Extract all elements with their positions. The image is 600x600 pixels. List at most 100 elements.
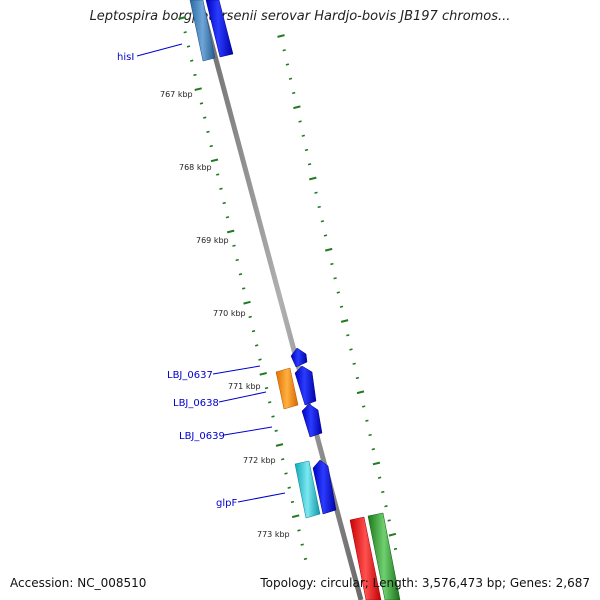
outer-tick-mark [352,362,356,365]
inner-tick-mark [284,472,288,475]
inner-tick-mark [271,415,275,418]
inner-tick-mark [232,244,236,247]
inner-tick-track [178,16,308,561]
outer-tick-mark [330,262,334,266]
inner-tick-mark [216,173,220,176]
inner-tick-mark [226,229,235,234]
inner-tick-mark [189,59,194,62]
outer-tick-mark [298,120,302,123]
outer-tick-mark [277,34,285,38]
gene-hisI-reverse[interactable] [189,0,216,62]
inner-tick-mark [209,144,213,148]
inner-tick-mark [210,158,219,163]
inner-tick-mark [206,130,210,133]
gene-top-forward[interactable] [205,0,234,58]
inner-tick-mark [199,102,204,105]
inner-tick-mark [186,45,191,48]
inner-tick-mark [297,529,301,532]
outer-tick-mark [368,433,372,437]
outer-tick-mark [393,547,398,551]
outer-tick-mark [361,405,366,408]
tick-label-768: 768 kbp [179,163,212,172]
outer-tick-mark [282,49,286,52]
accession-text: Accession: NC_008510 [10,576,147,590]
outer-tick-mark [365,419,369,422]
leader-LBJ_0639 [223,426,273,436]
outer-tick-mark [355,376,360,380]
outer-tick-mark [349,348,353,351]
outer-tick-mark [333,277,337,280]
inner-tick-mark [303,557,308,561]
summary-text: Topology: circular; Length: 3,576,473 bp… [260,576,590,590]
outer-tick-mark [377,476,382,479]
outer-tick-mark [309,176,317,181]
outer-tick-mark [384,505,388,508]
inner-tick-mark [264,386,269,390]
tick-label-767: 767 kbp [160,90,193,99]
outer-tick-mark [320,220,325,223]
tick-label-770: 770 kbp [213,309,246,318]
outer-tick-mark [324,247,333,252]
outer-tick-mark [356,390,365,395]
outer-tick-mark [339,305,344,308]
gene-red-feature[interactable] [349,516,382,600]
gene-label-group: hisI LBJ_0637 LBJ_0638 LBJ_0639 glpF [117,52,237,509]
gene-green-feature[interactable] [367,512,401,600]
outer-tick-mark [340,319,349,323]
inner-tick-mark [300,543,304,546]
gene-label-LBJ_0637[interactable]: LBJ_0637 [167,370,213,381]
inner-tick-mark [194,87,202,91]
outer-tick-mark [388,532,397,537]
outer-tick-mark [346,334,350,337]
inner-tick-mark [248,315,252,319]
outer-tick-mark [314,191,318,194]
gene-label-LBJ_0638[interactable]: LBJ_0638 [173,398,219,409]
inner-tick-mark [243,300,251,305]
outer-tick-track [277,34,398,551]
inner-tick-mark [238,273,243,276]
inner-tick-mark [281,458,285,461]
inner-tick-mark [275,443,284,447]
gene-LBJ_0639[interactable] [301,403,323,438]
gene-glpF-neighbor[interactable] [312,459,337,515]
leader-LBJ_0637 [212,365,261,375]
inner-tick-mark [290,500,295,504]
outer-tick-mark [304,148,309,152]
outer-tick-mark [301,134,305,137]
inner-tick-mark [193,73,197,77]
outer-tick-mark [285,63,290,66]
outer-tick-mark [381,490,385,494]
outer-tick-mark [293,105,301,110]
inner-tick-mark [183,31,187,34]
outer-tick-mark [372,461,381,466]
backbone-line [197,0,364,600]
tick-label-773: 773 kbp [257,530,290,539]
leader-hisI [136,43,183,57]
inner-tick-mark [203,116,207,119]
gene-label-glpF[interactable]: glpF [216,498,237,509]
outer-tick-mark [288,77,293,80]
leader-glpF [237,492,286,503]
gene-orange-feature[interactable] [275,367,299,410]
outer-tick-mark [371,448,376,451]
outer-tick-mark [307,163,312,166]
gene-LBJ_0638[interactable] [294,365,317,406]
outer-tick-mark [336,291,341,294]
inner-tick-mark [235,258,239,262]
gene-label-LBJ_0639[interactable]: LBJ_0639 [179,431,225,442]
tick-label-group: 767 kbp 768 kbp 769 kbp 770 kbp 771 kbp … [160,90,290,539]
gene-LBJ_0637[interactable] [290,347,308,368]
inner-tick-mark [251,330,256,333]
inner-tick-mark [225,216,230,219]
gene-features [189,0,401,600]
inner-tick-mark [258,358,262,361]
outer-tick-mark [317,205,321,209]
tick-label-771: 771 kbp [228,382,261,391]
gene-glpF[interactable] [294,460,321,519]
inner-tick-mark [291,514,300,519]
gene-label-hisI[interactable]: hisI [117,52,134,63]
inner-tick-mark [259,372,267,376]
outer-tick-mark [291,91,296,95]
inner-tick-mark [287,486,291,489]
inner-tick-mark [219,187,223,190]
